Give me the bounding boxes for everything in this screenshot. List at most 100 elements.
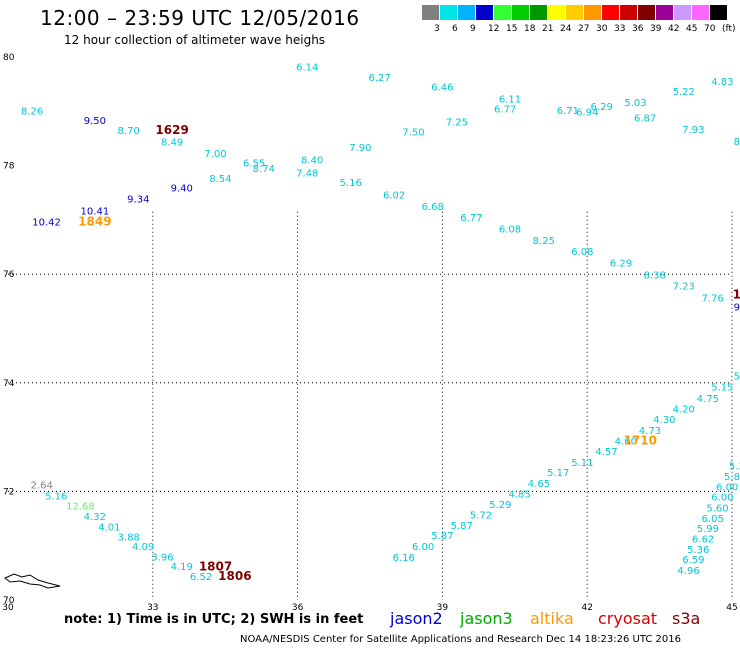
wave-height-label: 7.50 (402, 128, 424, 139)
wave-height-label: 9 (734, 303, 740, 314)
wave-height-label: 6.68 (422, 202, 444, 213)
color-swatch (602, 5, 620, 20)
longitude-tick-label: 36 (292, 603, 304, 613)
map-axis-labels: 30 33 36 39 42 45 80 78 76 74 72 70 (2, 53, 737, 613)
wave-height-label: 6.16 (393, 553, 415, 564)
wave-height-label: 5.87 (431, 531, 453, 542)
color-scale-tick: 12 (488, 24, 500, 34)
page-title: 12:00 – 23:59 UTC 12/05/2016 (40, 6, 360, 30)
latitude-tick-label: 70 (3, 596, 15, 606)
wave-height-label: 4.19 (171, 562, 193, 573)
color-scale-tick: 36 (632, 24, 644, 34)
wave-height-label: 7.90 (349, 143, 371, 154)
color-scale-tick: 6 (452, 24, 458, 34)
wave-height-label: 4.57 (595, 447, 617, 458)
satellite-legend-jason3: jason3 (460, 609, 513, 628)
wave-height-label: 7.48 (296, 168, 318, 179)
wave-height-label: 4.30 (653, 415, 675, 426)
color-swatch (674, 5, 692, 20)
color-scale-tick: (ft) (722, 24, 736, 34)
color-scale-tick: 30 (596, 24, 608, 34)
observation-labels: 6.14 6.27 6.46 6.11 6.716.94 5.03 5.22 4.83 8.26… (21, 63, 740, 583)
color-scale-tick: 21 (542, 24, 554, 34)
color-swatch (692, 5, 710, 20)
color-scale-tick: 45 (686, 24, 698, 34)
latitude-tick-label: 72 (3, 487, 14, 497)
color-swatch (530, 5, 548, 20)
wave-height-label: 8.38 (644, 271, 666, 282)
wave-height-label: 4.60 (615, 437, 637, 448)
wave-height-label: 8.54 (209, 174, 231, 185)
latitude-tick-label: 76 (3, 270, 15, 280)
pass-time-label: 1806 (218, 569, 251, 583)
longitude-tick-label: 33 (147, 603, 158, 613)
wave-height-label: 7.00 (204, 149, 226, 160)
latitude-tick-label: 78 (3, 162, 15, 172)
wave-height-label: 4.01 (98, 522, 120, 533)
wave-height-label: 2.64 (31, 481, 53, 492)
wave-height-label: 6.27 (369, 73, 391, 84)
wave-height-label: 7.76 (702, 293, 724, 304)
color-swatch (566, 5, 584, 20)
color-scale-tick: 3 (434, 24, 440, 34)
longitude-tick-label: 45 (726, 603, 737, 613)
color-scale-tick: 27 (578, 24, 590, 34)
wave-height-label: 3.88 (118, 532, 140, 543)
wave-height-label: 5.22 (673, 87, 695, 98)
wave-height-label: 5.36 (687, 545, 709, 556)
wave-height-label: 9.50 (84, 116, 106, 127)
wave-height-label: 10.42 (32, 217, 61, 228)
wave-height-label: 6.77 (460, 213, 482, 224)
wave-height-label: 4.83 (711, 77, 733, 88)
wave-height-label: 4.73 (639, 426, 661, 437)
color-swatch (494, 5, 512, 20)
wave-height-label: 5.72 (470, 511, 492, 522)
footer-credit: NOAA/NESDIS Center for Satellite Applica… (240, 634, 682, 645)
satellite-legend-cryosat: cryosat (598, 609, 658, 628)
wave-height-label: 8.49 (161, 138, 183, 149)
wave-height-label: 3.96 (151, 552, 173, 563)
wave-height-label: 4.32 (84, 512, 106, 523)
wave-height-label: 8.70 (118, 126, 140, 137)
wave-height-label: 6.59 (682, 555, 704, 566)
longitude-tick-label: 42 (581, 603, 592, 613)
wave-height-label: 6.62 (692, 534, 714, 545)
page-subtitle: 12 hour collection of altimeter wave hei… (64, 33, 326, 47)
color-swatch (656, 5, 674, 20)
wave-height-label: 6.05 (702, 514, 724, 525)
wave-height-label: 8.74 (253, 164, 275, 175)
satellite-legend-s3a: s3a (672, 609, 701, 628)
color-scale-tick: 42 (668, 24, 680, 34)
color-swatch (440, 5, 458, 20)
coastline-shape (4, 573, 61, 589)
wave-height-label: 6.87 (634, 114, 656, 125)
wave-height-label: 6.14 (296, 63, 318, 74)
wave-height-label: 8.26 (21, 107, 43, 118)
wave-height-label: 6.29 (591, 102, 613, 113)
wave-height-label: 6.00 (412, 542, 434, 553)
wave-height-label: 4.09 (132, 542, 154, 553)
wave-height-label: 5.99 (697, 524, 719, 535)
wave-height-label: 5.11 (571, 458, 593, 469)
wave-height-label: 5.3 (729, 462, 740, 473)
wave-height-label: 4.75 (697, 394, 719, 405)
wave-height-label: 5.03 (624, 98, 646, 109)
map-grid (8, 211, 733, 600)
wave-height-label: 6.52 (190, 572, 212, 583)
latitude-tick-label: 80 (3, 53, 15, 63)
wave-height-label: 12.68 (66, 501, 95, 512)
wave-height-label: 6.00 (711, 493, 733, 504)
wave-height-label: 6.02 (383, 191, 405, 202)
wave-height-label: 6.71 (557, 106, 579, 117)
wave-height-label: 6.94 (576, 108, 598, 119)
wave-height-label: 5.29 (489, 500, 511, 511)
color-swatch (620, 5, 638, 20)
wave-height-label: 6.08 (499, 224, 521, 235)
wave-height-label: 5.8 (724, 472, 740, 483)
units-note: note: 1) Time is in UTC; 2) SWH is in fe… (64, 612, 364, 627)
wave-height-label: 6.11 (499, 95, 521, 106)
color-scale-tick: 70 (704, 24, 716, 34)
wave-height-label: 7.23 (673, 281, 695, 292)
wave-height-label: 4.96 (677, 566, 699, 577)
color-scale-tick: 15 (506, 24, 518, 34)
